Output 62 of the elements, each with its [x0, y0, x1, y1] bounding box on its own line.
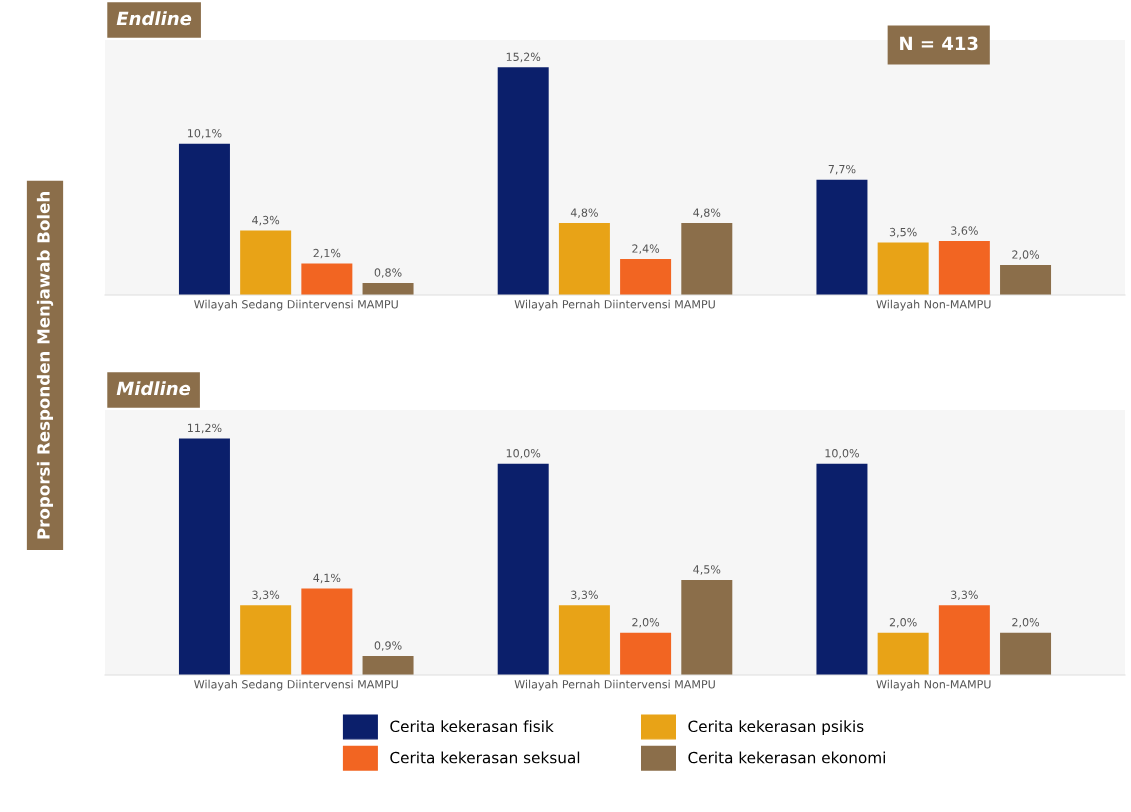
x-tick-label: Wilayah Pernah Diintervensi MAMPU [514, 679, 715, 691]
data-label: 11,2% [188, 423, 222, 434]
data-label: 2,0% [889, 618, 917, 628]
data-label: 2,0% [632, 618, 660, 628]
bar [816, 463, 868, 675]
bar [362, 283, 414, 295]
bar [816, 179, 868, 295]
data-label: 0,9% [374, 641, 402, 651]
data-label: 2,0% [1012, 618, 1040, 628]
text: N = 413 [900, 36, 978, 51]
data-label: 0,8% [374, 268, 402, 278]
bar [178, 143, 230, 295]
bar [620, 259, 672, 295]
bar [497, 67, 549, 295]
data-label: 3,3% [951, 590, 978, 601]
data-label: 4,8% [570, 208, 598, 218]
bar [877, 242, 929, 295]
bar [301, 263, 353, 295]
chart-title: Endline [116, 11, 192, 26]
legend-label: Cerita kekerasan seksual [390, 751, 580, 764]
bar [301, 588, 353, 675]
x-tick-label: Wilayah Non-MAMPU [876, 299, 991, 311]
legend-label: Cerita kekerasan psikis [688, 720, 864, 736]
bar [362, 655, 414, 675]
bar [240, 230, 292, 295]
legend-label: Cerita kekerasan fisik [390, 720, 554, 733]
bar [938, 605, 990, 675]
bar [1000, 265, 1052, 295]
bar [681, 223, 733, 295]
data-label: 10,0% [825, 449, 859, 459]
legend-label: Cerita kekerasan ekonomi [688, 751, 885, 764]
data-label: 4,3% [252, 215, 280, 226]
bar [497, 463, 549, 675]
bar [558, 605, 610, 675]
data-label: 4,5% [693, 565, 721, 575]
y-axis-title: Proporsi Responden Menjawab Boleh [36, 192, 54, 539]
bar [178, 438, 230, 675]
data-label: 2,4% [632, 244, 660, 254]
bar [240, 605, 292, 675]
chart-title: Midline [116, 381, 191, 396]
data-label: 4,1% [313, 573, 341, 584]
data-label: 4,8% [693, 208, 721, 218]
bar [877, 632, 929, 675]
x-tick-label: Wilayah Pernah Diintervensi MAMPU [514, 299, 715, 311]
x-tick-label: Wilayah Sedang Diintervensi MAMPU [194, 299, 398, 311]
bar [558, 223, 610, 295]
x-tick-label: Wilayah Non-MAMPU [876, 679, 991, 691]
data-label: 3,3% [252, 590, 280, 601]
data-label: 3,5% [889, 227, 917, 238]
data-label: 2,1% [313, 248, 341, 259]
bar [620, 632, 672, 675]
data-label: 10,1% [188, 128, 222, 139]
bar [1000, 632, 1052, 675]
bar [681, 579, 733, 675]
data-label: 15,2% [506, 52, 541, 63]
data-label: 3,6% [951, 226, 978, 236]
x-tick-label: Wilayah Sedang Diintervensi MAMPU [194, 679, 398, 691]
data-label: 3,3% [571, 590, 598, 601]
data-label: 10,0% [506, 449, 541, 459]
bar [938, 241, 990, 295]
data-label: 7,7% [828, 164, 856, 175]
data-label: 2,0% [1012, 250, 1040, 260]
